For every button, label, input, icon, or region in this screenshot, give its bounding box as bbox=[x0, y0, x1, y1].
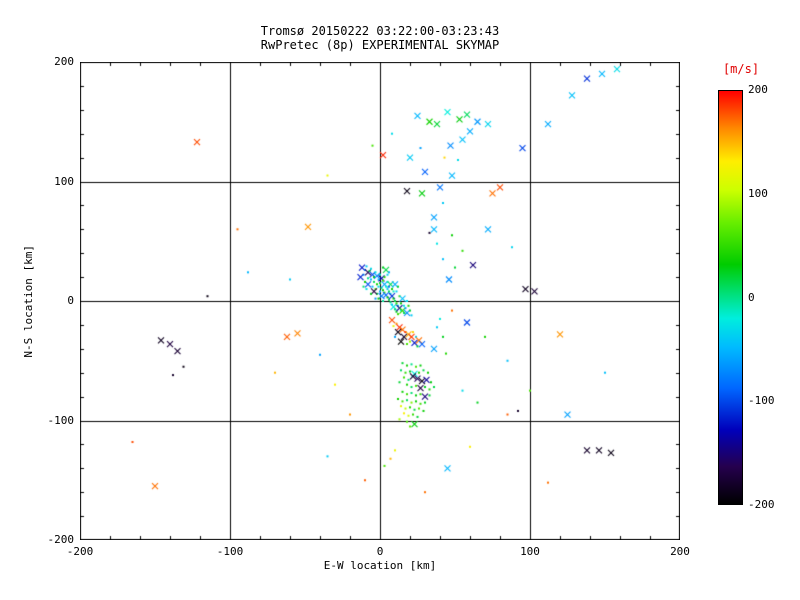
colorbar-gradient bbox=[718, 90, 743, 505]
colorbar-tick-label: 200 bbox=[748, 83, 768, 96]
colorbar-tick-label: 100 bbox=[748, 186, 768, 200]
y-tick-label: -200 bbox=[47, 533, 75, 546]
y-tick-label: -100 bbox=[47, 413, 75, 427]
colorbar-tick-label: -200 bbox=[748, 498, 775, 511]
y-tick-label: 200 bbox=[54, 55, 74, 68]
x-tick-label: 100 bbox=[520, 545, 540, 558]
scatter-plot-canvas bbox=[80, 62, 680, 540]
colorbar-tick-label: 0 bbox=[748, 290, 755, 304]
y-tick-label: 0 bbox=[67, 294, 74, 307]
x-tick-label: 200 bbox=[670, 545, 690, 558]
x-axis-label: E-W location [km] bbox=[323, 559, 437, 572]
x-tick-label: -200 bbox=[66, 545, 94, 558]
colorbar-tick-label: -100 bbox=[748, 394, 775, 408]
chart-subtitle: RwPretec (8p) EXPERIMENTAL SKYMAP bbox=[260, 38, 500, 52]
chart-title: Tromsø 20150222 03:22:00-03:23:43 bbox=[260, 24, 500, 38]
x-tick-label: 0 bbox=[376, 545, 384, 558]
y-tick-label: 100 bbox=[54, 174, 74, 188]
colorbar-unit-label: [m/s] bbox=[722, 62, 760, 76]
x-tick-label: -100 bbox=[216, 545, 244, 558]
